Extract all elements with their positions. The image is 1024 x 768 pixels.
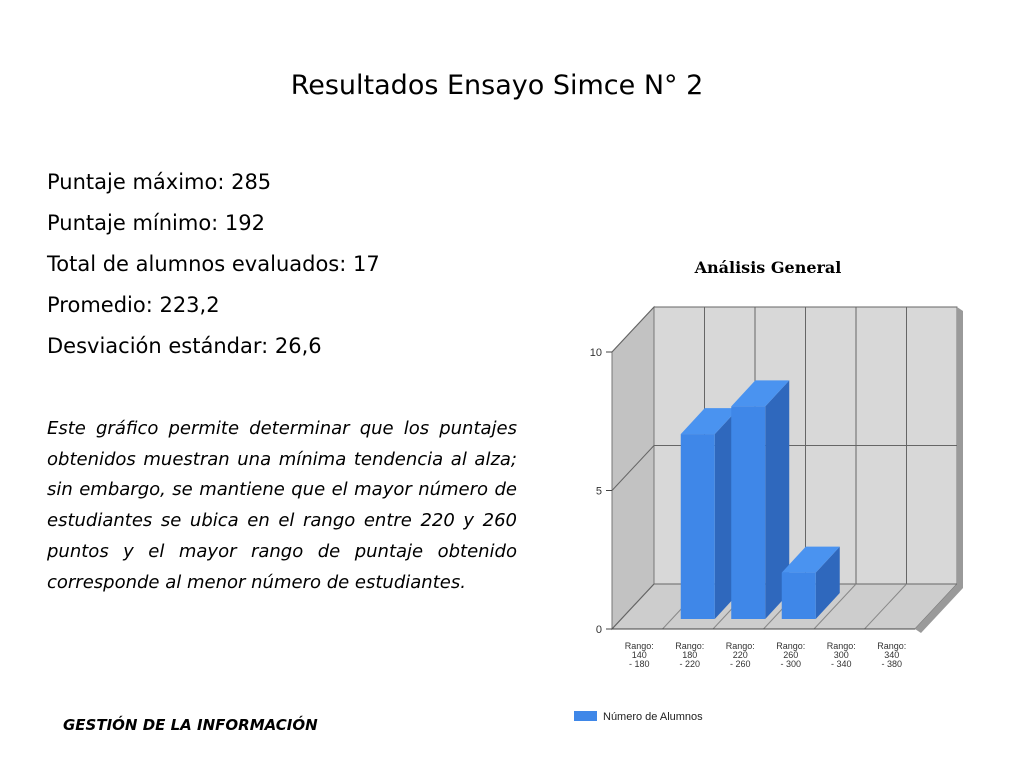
x-category-label: 220 — [733, 650, 748, 660]
footer-label: GESTIÓN DE LA INFORMACIÓN — [63, 716, 318, 734]
stat-min-score: Puntaje mínimo: 192 — [47, 211, 266, 235]
x-category-label: 340 — [884, 650, 899, 660]
x-category-label: Rango: — [827, 641, 856, 651]
bar-top — [731, 380, 790, 407]
y-tick-label: 10 — [590, 347, 602, 359]
legend-swatch — [574, 711, 597, 721]
x-category-label: - 220 — [679, 659, 700, 669]
x-category-label: 300 — [834, 650, 849, 660]
stat-std-dev: Desviación estándar: 26,6 — [47, 334, 322, 358]
x-category-label: 260 — [783, 650, 798, 660]
legend-label: Número de Alumnos — [603, 711, 703, 723]
bar-top — [680, 408, 739, 435]
x-category-label: - 180 — [629, 659, 650, 669]
gridline-side — [611, 306, 655, 353]
bar-top — [781, 546, 840, 573]
gridline-floor — [864, 583, 907, 630]
x-category-label: Rango: — [776, 641, 805, 651]
x-category-label: 180 — [682, 650, 697, 660]
bar — [680, 434, 715, 619]
x-category-label: Rango: — [877, 641, 906, 651]
y-tick-label: 5 — [596, 486, 602, 498]
gridline-side — [611, 445, 655, 491]
chart-title: Análisis General — [694, 258, 842, 277]
x-category-label: - 340 — [831, 659, 852, 669]
chart-right-shadow — [915, 307, 963, 633]
x-category-label: Rango: — [675, 641, 704, 651]
bar-side — [765, 380, 790, 619]
slide-title: Resultados Ensayo Simce N° 2 — [290, 70, 704, 101]
y-tick-label: 0 — [596, 624, 602, 636]
bar-side — [815, 546, 840, 619]
gridline-side — [611, 583, 655, 630]
x-category-label: 140 — [632, 650, 647, 660]
x-category-label: - 260 — [730, 659, 751, 669]
stat-total-students: Total de alumnos evaluados: 17 — [47, 252, 380, 276]
chart-description: Este gráfico permite determinar que los … — [47, 418, 517, 593]
stat-max-score: Puntaje máximo: 285 — [47, 170, 272, 194]
bar — [731, 406, 766, 619]
stats-list: Puntaje máximo: 285 Puntaje mínimo: 192 … — [47, 168, 380, 373]
x-category-label: Rango: — [726, 641, 755, 651]
x-category-label: Rango: — [625, 641, 654, 651]
x-category-label: - 380 — [881, 659, 902, 669]
bar — [781, 572, 816, 619]
stat-average: Promedio: 223,2 — [47, 293, 220, 317]
gridline-floor — [813, 583, 857, 630]
x-category-label: - 300 — [780, 659, 801, 669]
